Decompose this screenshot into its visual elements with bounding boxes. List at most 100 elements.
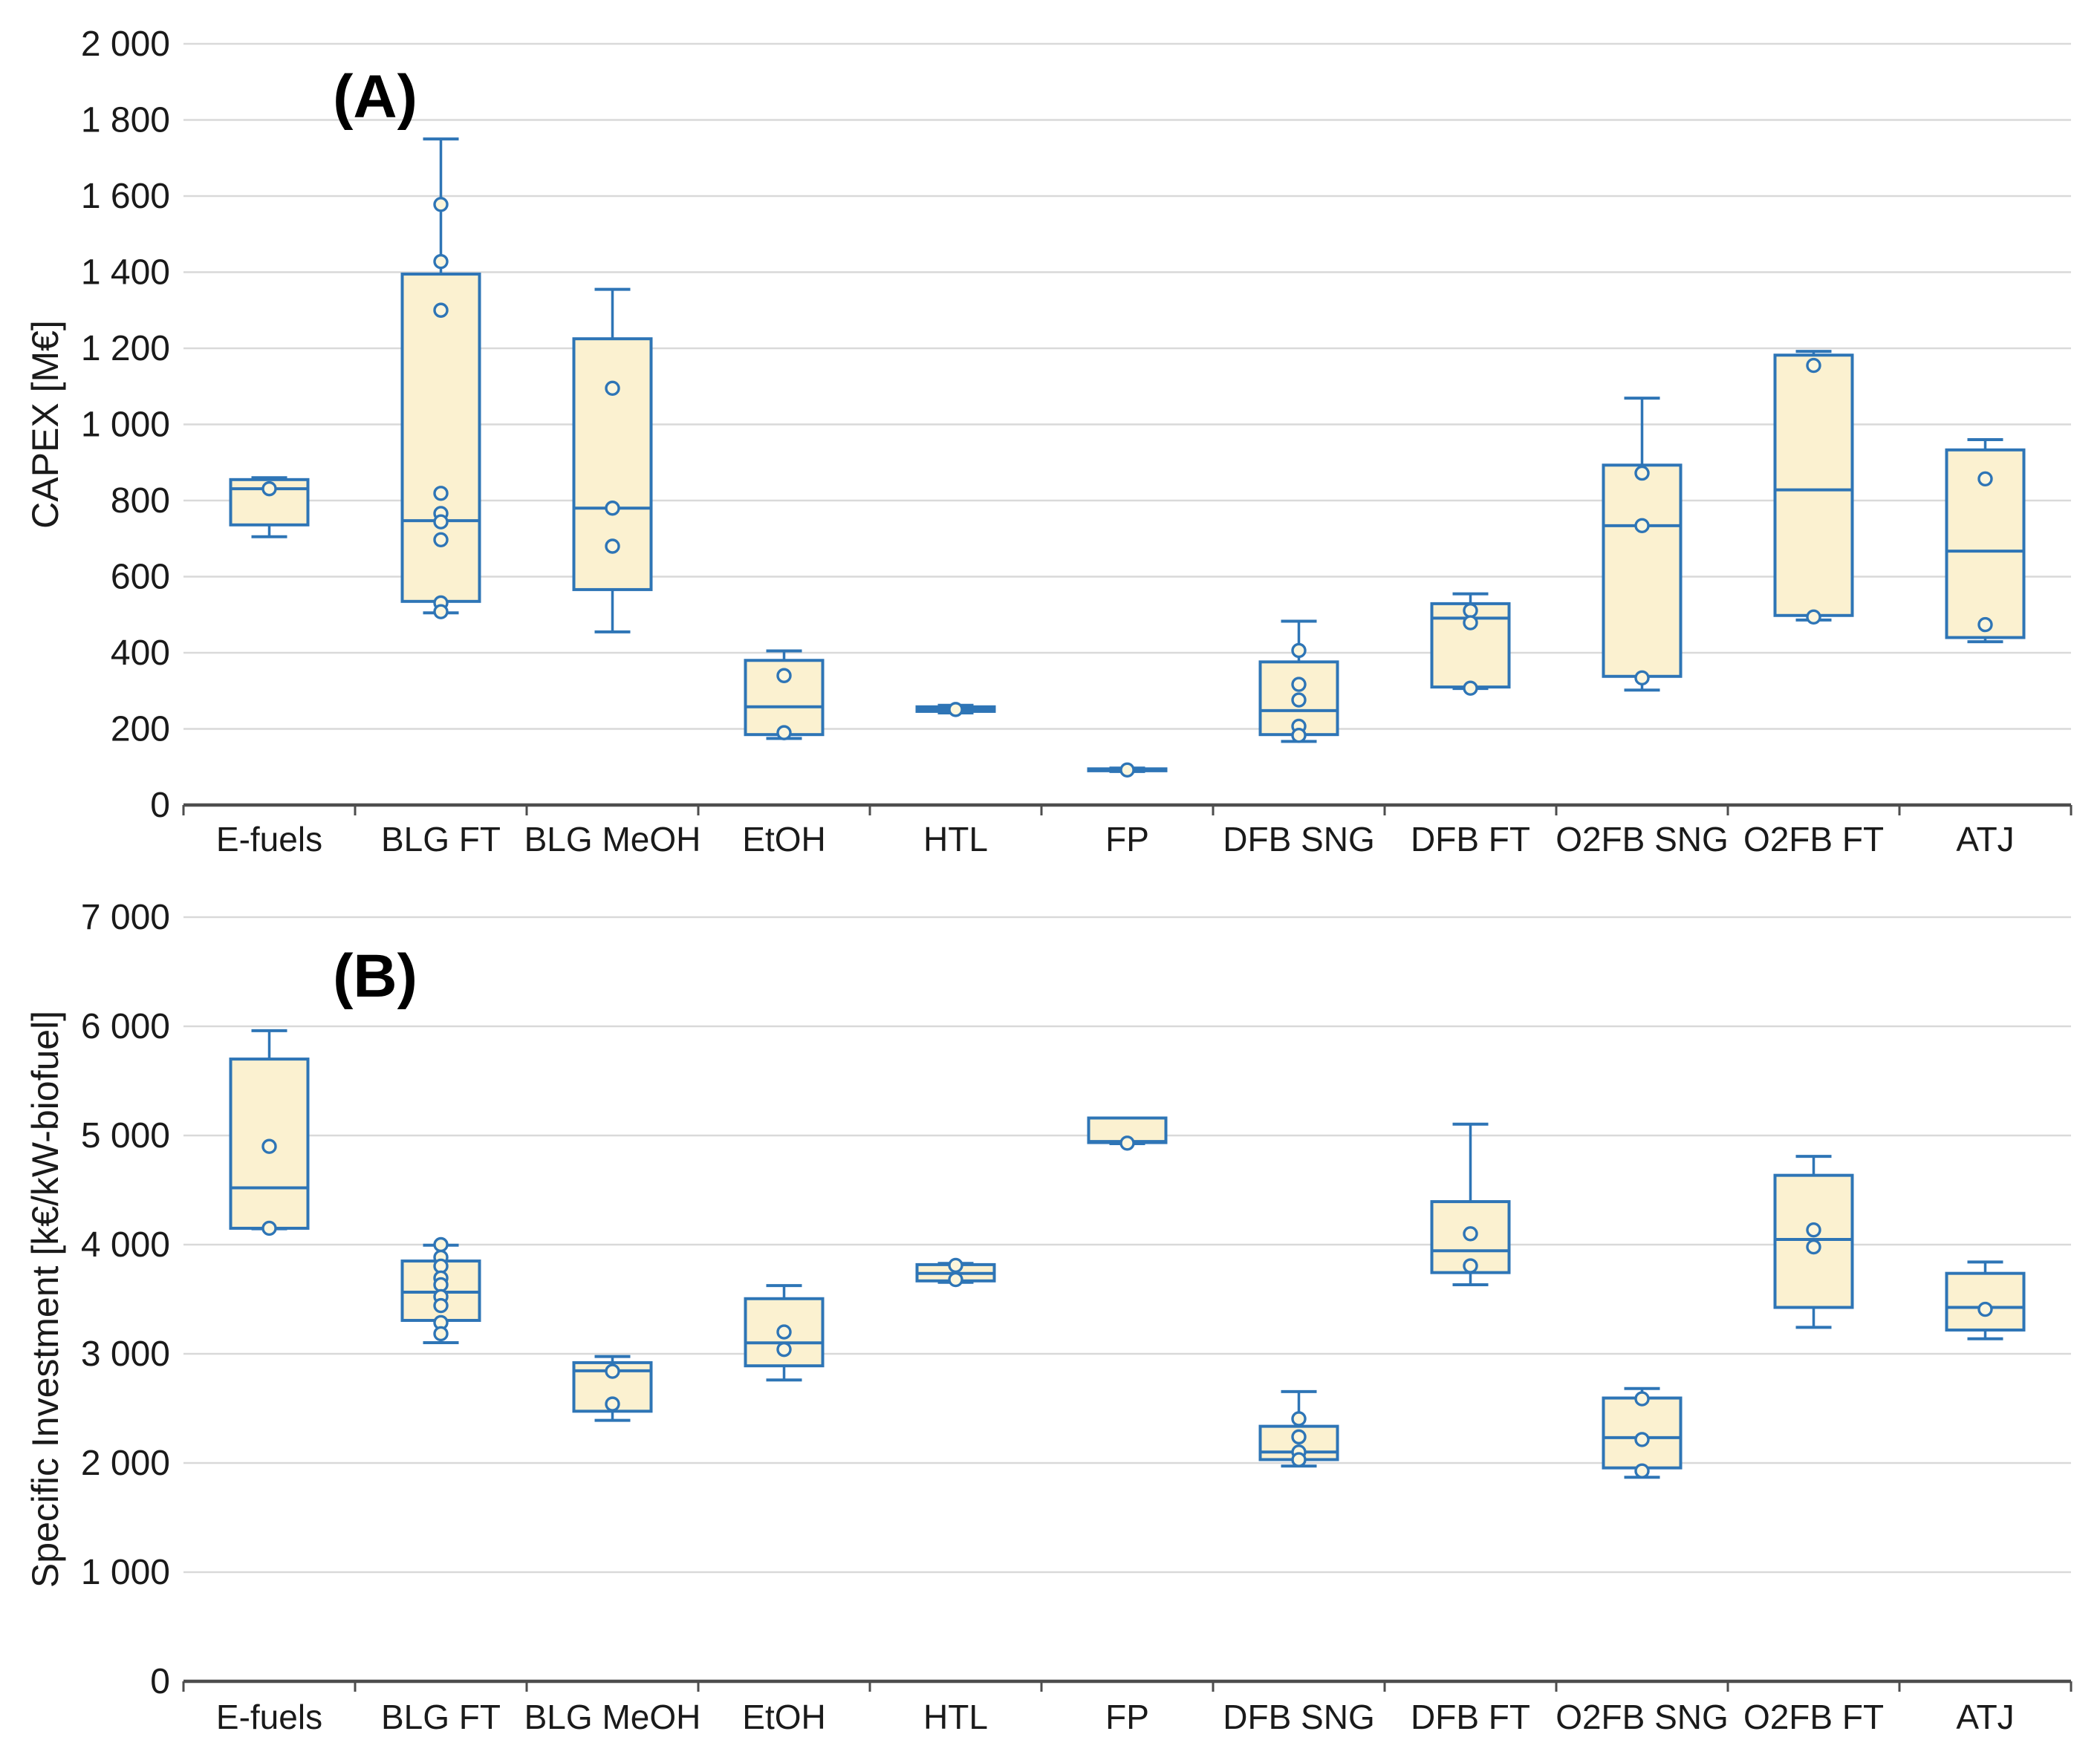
x-category-label: E-fuels bbox=[216, 1698, 322, 1736]
x-category-label: BLG MeOH bbox=[524, 1698, 701, 1736]
x-category-label: DFB FT bbox=[1411, 1698, 1530, 1736]
data-point-marker bbox=[776, 668, 792, 683]
box-o2fb-ft bbox=[1773, 1155, 1854, 1329]
data-point-marker bbox=[1463, 1226, 1478, 1242]
box-blg-ft bbox=[400, 1236, 481, 1345]
data-point-marker bbox=[1977, 616, 1993, 633]
y-tick-label: 4 000 bbox=[81, 1225, 170, 1265]
data-point-marker bbox=[1977, 471, 1993, 486]
data-point-marker bbox=[605, 501, 620, 516]
data-point-marker bbox=[1634, 465, 1650, 481]
x-category-label: O2FB FT bbox=[1743, 820, 1884, 858]
data-point-marker bbox=[1806, 1222, 1821, 1238]
y-tick-label: 5 000 bbox=[81, 1116, 170, 1156]
y-axis-title: CAPEX [M€] bbox=[25, 320, 66, 529]
x-category-label: O2FB FT bbox=[1743, 1698, 1884, 1736]
x-category-label: FP bbox=[1105, 1698, 1149, 1736]
box-dfb-sng bbox=[1258, 1389, 1339, 1468]
data-point-marker bbox=[433, 1326, 449, 1342]
box-e-fuels bbox=[229, 1029, 310, 1236]
x-category-label: HTL bbox=[923, 820, 988, 858]
y-tick-label: 6 000 bbox=[81, 1007, 170, 1046]
box-atj bbox=[1945, 1260, 2026, 1340]
panel-a: 2 000 1 800 1 600 1 400 1 200 1 000 800 600 400 2… bbox=[25, 25, 2073, 858]
data-point-marker bbox=[605, 1396, 620, 1412]
data-point-marker bbox=[1291, 1452, 1307, 1467]
x-category-label: DFB SNG bbox=[1223, 1698, 1374, 1736]
data-point-marker bbox=[433, 197, 449, 212]
y-tick-label: 1 800 bbox=[81, 101, 170, 140]
data-point-marker bbox=[433, 604, 449, 619]
x-category-label: EtOH bbox=[742, 820, 825, 858]
x-category-label: BLG MeOH bbox=[524, 820, 701, 858]
x-category-label: O2FB SNG bbox=[1556, 1698, 1729, 1736]
box-blg-meoh bbox=[572, 1355, 653, 1422]
y-tick-label: 0 bbox=[150, 1662, 170, 1701]
y-tick-label: 3 000 bbox=[81, 1335, 170, 1374]
panel-b: 7 000 6 000 5 000 4 000 3 000 2 000 1 000 0 E-fu… bbox=[25, 898, 2073, 1736]
y-tick-label: 1 400 bbox=[81, 253, 170, 293]
box-blg-ft bbox=[400, 137, 481, 619]
y-tick-label: 7 000 bbox=[81, 898, 170, 937]
box-o2fb-sng bbox=[1602, 397, 1683, 692]
box-dfb-ft bbox=[1430, 1122, 1511, 1286]
data-point-marker bbox=[776, 725, 792, 740]
box-etoh bbox=[744, 649, 825, 740]
y-tick-label: 600 bbox=[111, 558, 170, 597]
data-point-marker bbox=[1634, 670, 1650, 686]
data-point-marker bbox=[1634, 518, 1650, 534]
box-iqr bbox=[744, 659, 825, 737]
box-atj bbox=[1945, 438, 2026, 644]
data-point-marker bbox=[1634, 1391, 1650, 1407]
data-point-marker bbox=[1634, 1432, 1650, 1447]
data-point-marker bbox=[1291, 1411, 1307, 1427]
data-point-marker bbox=[1291, 642, 1307, 659]
panel-letter: (A) bbox=[333, 63, 417, 131]
data-point-marker bbox=[1463, 680, 1478, 696]
x-category-label: FP bbox=[1105, 820, 1149, 858]
y-tick-label: 1 200 bbox=[81, 329, 170, 368]
data-point-marker bbox=[1291, 677, 1307, 692]
x-category-label: BLG FT bbox=[381, 1698, 501, 1736]
y-tick-label: 800 bbox=[111, 481, 170, 521]
y-tick-label: 2 000 bbox=[81, 1444, 170, 1483]
data-point-marker bbox=[1634, 1463, 1650, 1479]
data-point-marker bbox=[1291, 692, 1307, 708]
x-category-label: ATJ bbox=[1956, 1698, 2014, 1736]
data-point-marker bbox=[948, 702, 963, 717]
box-htl bbox=[915, 1257, 996, 1288]
data-point-marker bbox=[948, 1271, 963, 1288]
data-point-marker bbox=[1291, 728, 1307, 743]
x-category-label: BLG FT bbox=[381, 820, 501, 858]
data-point-marker bbox=[1291, 1429, 1307, 1445]
box-o2fb-ft bbox=[1773, 350, 1854, 625]
data-point-marker bbox=[605, 1363, 620, 1379]
y-tick-label: 200 bbox=[111, 710, 170, 749]
data-point-marker bbox=[433, 302, 449, 318]
box-iqr bbox=[400, 273, 481, 603]
data-point-marker bbox=[261, 480, 277, 497]
box-iqr bbox=[1945, 1271, 2026, 1332]
data-point-marker bbox=[1806, 1239, 1821, 1255]
data-point-marker bbox=[433, 514, 449, 529]
box-htl bbox=[915, 702, 996, 717]
x-category-label: DFB SNG bbox=[1223, 820, 1374, 858]
x-category-label: ATJ bbox=[1956, 820, 2014, 858]
x-category-label: EtOH bbox=[742, 1698, 825, 1736]
data-point-marker bbox=[1806, 609, 1821, 625]
box-dfb-sng bbox=[1258, 619, 1339, 743]
data-point-marker bbox=[605, 538, 620, 554]
data-point-marker bbox=[433, 486, 449, 501]
y-tick-label: 400 bbox=[111, 633, 170, 673]
y-tick-label: 2 000 bbox=[81, 25, 170, 64]
data-point-marker bbox=[1463, 1258, 1478, 1274]
y-tick-label: 0 bbox=[150, 786, 170, 825]
data-point-marker bbox=[1119, 1135, 1135, 1151]
data-point-marker bbox=[261, 1138, 277, 1154]
data-point-marker bbox=[776, 1341, 792, 1358]
x-category-label: O2FB SNG bbox=[1556, 820, 1729, 858]
box-etoh bbox=[744, 1284, 825, 1382]
y-axis-title: Specific Investment [k€/kW-biofuel] bbox=[25, 1011, 66, 1588]
